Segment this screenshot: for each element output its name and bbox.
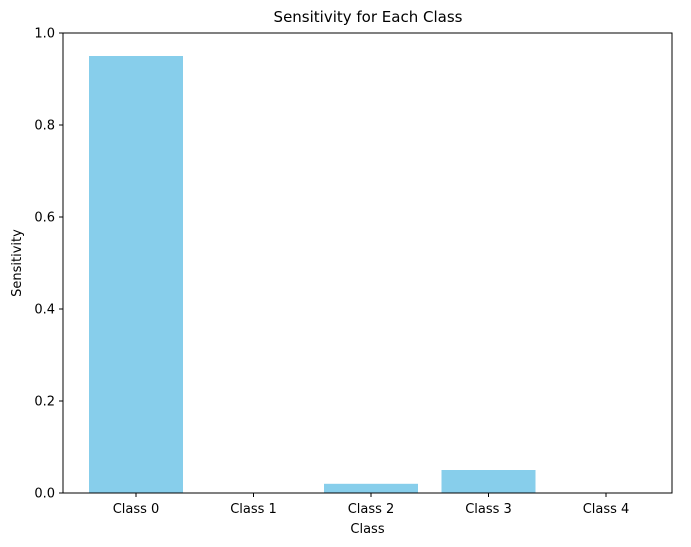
bar-class-0 [89, 56, 183, 493]
bars-group [89, 56, 536, 493]
y-tick-label: 0.0 [34, 487, 55, 502]
x-axis-ticks: Class 0 Class 1 Class 2 Class 3 Class 4 [113, 493, 630, 517]
x-axis-label: Class [350, 522, 384, 537]
y-tick-label: 0.2 [34, 395, 55, 410]
x-tick-label: Class 2 [348, 502, 395, 517]
y-axis-ticks: 0.0 0.2 0.4 0.6 0.8 1.0 [34, 27, 63, 502]
x-tick-label: Class 0 [113, 502, 160, 517]
bar-class-3 [441, 470, 536, 493]
chart-title: Sensitivity for Each Class [274, 8, 463, 26]
x-tick-label: Class 1 [230, 502, 277, 517]
x-tick-label: Class 3 [465, 502, 512, 517]
bar-class-2 [324, 483, 418, 493]
y-tick-label: 1.0 [34, 27, 55, 42]
y-tick-label: 0.6 [34, 211, 55, 226]
y-tick-label: 0.8 [34, 119, 55, 134]
y-axis-label: Sensitivity [10, 229, 25, 297]
y-tick-label: 0.4 [34, 303, 55, 318]
x-tick-label: Class 4 [583, 502, 630, 517]
plot-frame [62, 32, 673, 494]
